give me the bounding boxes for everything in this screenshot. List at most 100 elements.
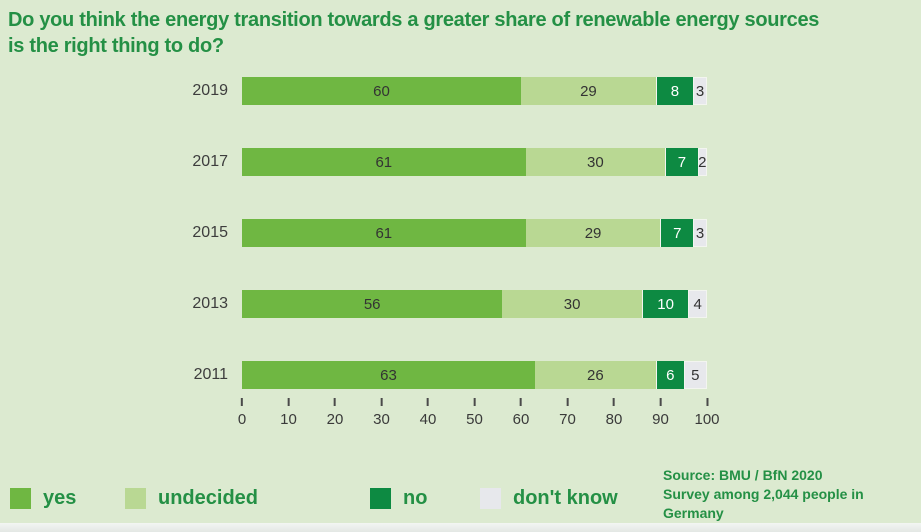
source-note: Source: BMU / BfN 2020 Survey among 2,04… (663, 466, 905, 523)
year-label: 2011 (193, 366, 228, 383)
legend-swatch (480, 488, 501, 509)
segment-value: 63 (380, 366, 397, 384)
x-axis-tick: 40 (419, 398, 437, 428)
segment-value: 4 (693, 295, 702, 313)
legend-swatch (10, 488, 31, 509)
bar-row-2011: 2011 63 26 6 5 (0, 361, 921, 389)
segment-don-t-know: 4 (688, 290, 707, 318)
segment-value: 30 (587, 153, 604, 171)
segment-yes: 56 (242, 290, 503, 318)
segment-no: 7 (660, 219, 694, 247)
tick-label: 40 (419, 411, 437, 428)
legend-label: don't know (513, 487, 618, 509)
bar-row-2015: 2015 61 29 7 3 (0, 219, 921, 247)
chart-title-line-1: Do you think the energy transition towar… (8, 9, 820, 31)
chart-rows: 2019 60 29 8 3 2017 61 30 7 2 2015 61 29 7 3 2013 56 30 10… (0, 77, 921, 432)
bar-row-2017: 2017 61 30 7 2 (0, 148, 921, 176)
tick-mark (334, 398, 336, 406)
tick-mark (241, 398, 243, 406)
year-label: 2019 (192, 82, 228, 99)
segment-value: 29 (580, 82, 597, 100)
segment-yes: 61 (242, 148, 526, 176)
segment-value: 60 (373, 82, 390, 100)
tick-label: 90 (652, 411, 669, 428)
tick-mark (287, 398, 290, 406)
segment-value: 2 (698, 153, 707, 171)
tick-mark (427, 398, 429, 406)
x-axis-tick: 60 (512, 398, 530, 428)
stacked-bar: 60 29 8 3 (242, 77, 707, 105)
legend-label: no (403, 487, 428, 509)
tick-mark (520, 398, 522, 406)
stacked-bar: 63 26 6 5 (242, 361, 707, 389)
segment-value: 61 (375, 153, 393, 171)
x-axis-tick: 30 (373, 398, 390, 428)
segment-value: 10 (657, 295, 674, 313)
x-axis-tick: 80 (605, 398, 623, 428)
year-label: 2013 (192, 295, 228, 312)
segment-yes: 63 (242, 361, 535, 389)
stacked-bar: 61 30 7 2 (242, 148, 707, 176)
tick-label: 60 (512, 411, 530, 428)
source-line-1: Source: BMU / BfN 2020 (663, 467, 823, 483)
x-axis-tick: 0 (238, 398, 246, 428)
segment-undecided: 29 (521, 77, 656, 105)
stacked-bar: 56 30 10 4 (242, 290, 707, 318)
legend-swatch (125, 488, 146, 509)
segment-don-t-know: 5 (683, 361, 707, 389)
tick-label: 0 (237, 411, 247, 428)
tick-label: 100 (694, 411, 720, 428)
year-label: 2017 (192, 153, 228, 170)
x-axis-tick: 100 (694, 398, 720, 428)
tick-label: 50 (466, 411, 483, 428)
tick-mark (380, 398, 383, 406)
window-edge-strip (0, 523, 921, 532)
segment-value: 7 (673, 224, 682, 242)
segment-yes: 61 (242, 219, 526, 247)
tick-mark (613, 398, 615, 406)
segment-no: 7 (665, 148, 698, 176)
legend-item-undecided: undecided (125, 487, 258, 510)
segment-undecided: 30 (502, 290, 642, 318)
segment-value: 5 (691, 366, 700, 384)
legend-item-yes: yes (10, 487, 76, 510)
tick-label: 30 (373, 411, 390, 428)
tick-mark (566, 398, 569, 406)
segment-value: 29 (584, 224, 602, 242)
bar-row-2019: 2019 60 29 8 3 (0, 77, 921, 105)
chart-title: Do you think the energy transition towar… (8, 7, 913, 59)
segment-value: 26 (587, 366, 604, 384)
segment-no: 8 (655, 77, 694, 105)
segment-don-t-know: 3 (693, 219, 707, 247)
segment-value: 7 (677, 153, 687, 171)
x-axis-tick: 70 (559, 398, 576, 428)
legend-swatch (370, 488, 391, 509)
segment-value: 8 (670, 82, 680, 100)
segment-value: 61 (375, 224, 393, 242)
chart-title-line-2: is the right thing to do? (8, 35, 224, 57)
x-axis-tick: 50 (466, 398, 483, 428)
segment-no: 10 (641, 290, 689, 318)
tick-mark (706, 398, 708, 406)
stacked-bar: 61 29 7 3 (242, 219, 707, 247)
legend-item-no: no (370, 487, 427, 510)
segment-value: 3 (695, 224, 705, 242)
tick-label: 80 (605, 411, 623, 428)
x-axis: 0 10 20 30 40 50 60 70 80 90 100 (238, 398, 720, 438)
segment-value: 30 (563, 295, 581, 313)
x-axis-tick: 90 (652, 398, 669, 428)
tick-label: 10 (280, 411, 297, 428)
segment-undecided: 26 (534, 361, 656, 389)
segment-undecided: 29 (525, 219, 661, 247)
segment-value: 6 (666, 366, 675, 384)
legend-item-don-t-know: don't know (480, 487, 618, 510)
x-axis-tick: 10 (280, 398, 297, 428)
year-label: 2015 (192, 224, 228, 241)
segment-don-t-know: 2 (697, 148, 707, 176)
source-line-2: Survey among 2,044 people in Germany (663, 486, 864, 521)
segment-undecided: 30 (525, 148, 666, 176)
segment-value: 3 (695, 82, 705, 100)
tick-label: 70 (559, 411, 576, 428)
tick-mark (473, 398, 476, 406)
segment-yes: 60 (242, 77, 521, 105)
